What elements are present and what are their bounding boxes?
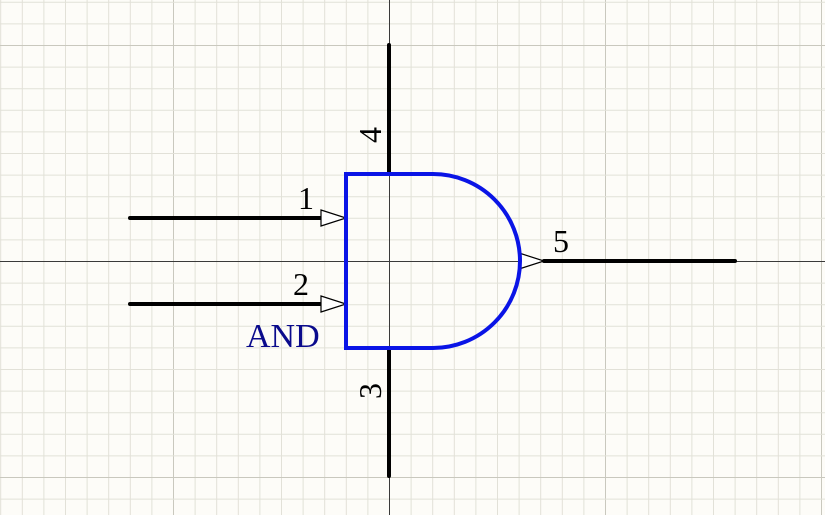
pin-2-number: 2 xyxy=(293,266,309,302)
pin-2-clock-arrow xyxy=(320,295,348,313)
gate-label: AND xyxy=(246,318,320,355)
pin-3[interactable]: 3 xyxy=(352,346,391,478)
pin-4-number: 4 xyxy=(352,127,388,143)
pin-3-number: 3 xyxy=(352,383,388,399)
pin-1[interactable]: 1 xyxy=(128,180,348,227)
pin-5-number: 5 xyxy=(553,223,569,259)
and-gate-body[interactable] xyxy=(344,172,522,350)
pin-4[interactable]: 4 xyxy=(352,43,391,176)
pin-2[interactable]: 2 xyxy=(128,266,348,313)
pin-1-clock-arrow xyxy=(320,209,348,227)
pin-5[interactable]: 5 xyxy=(518,223,737,270)
pin-1-number: 1 xyxy=(298,180,314,216)
